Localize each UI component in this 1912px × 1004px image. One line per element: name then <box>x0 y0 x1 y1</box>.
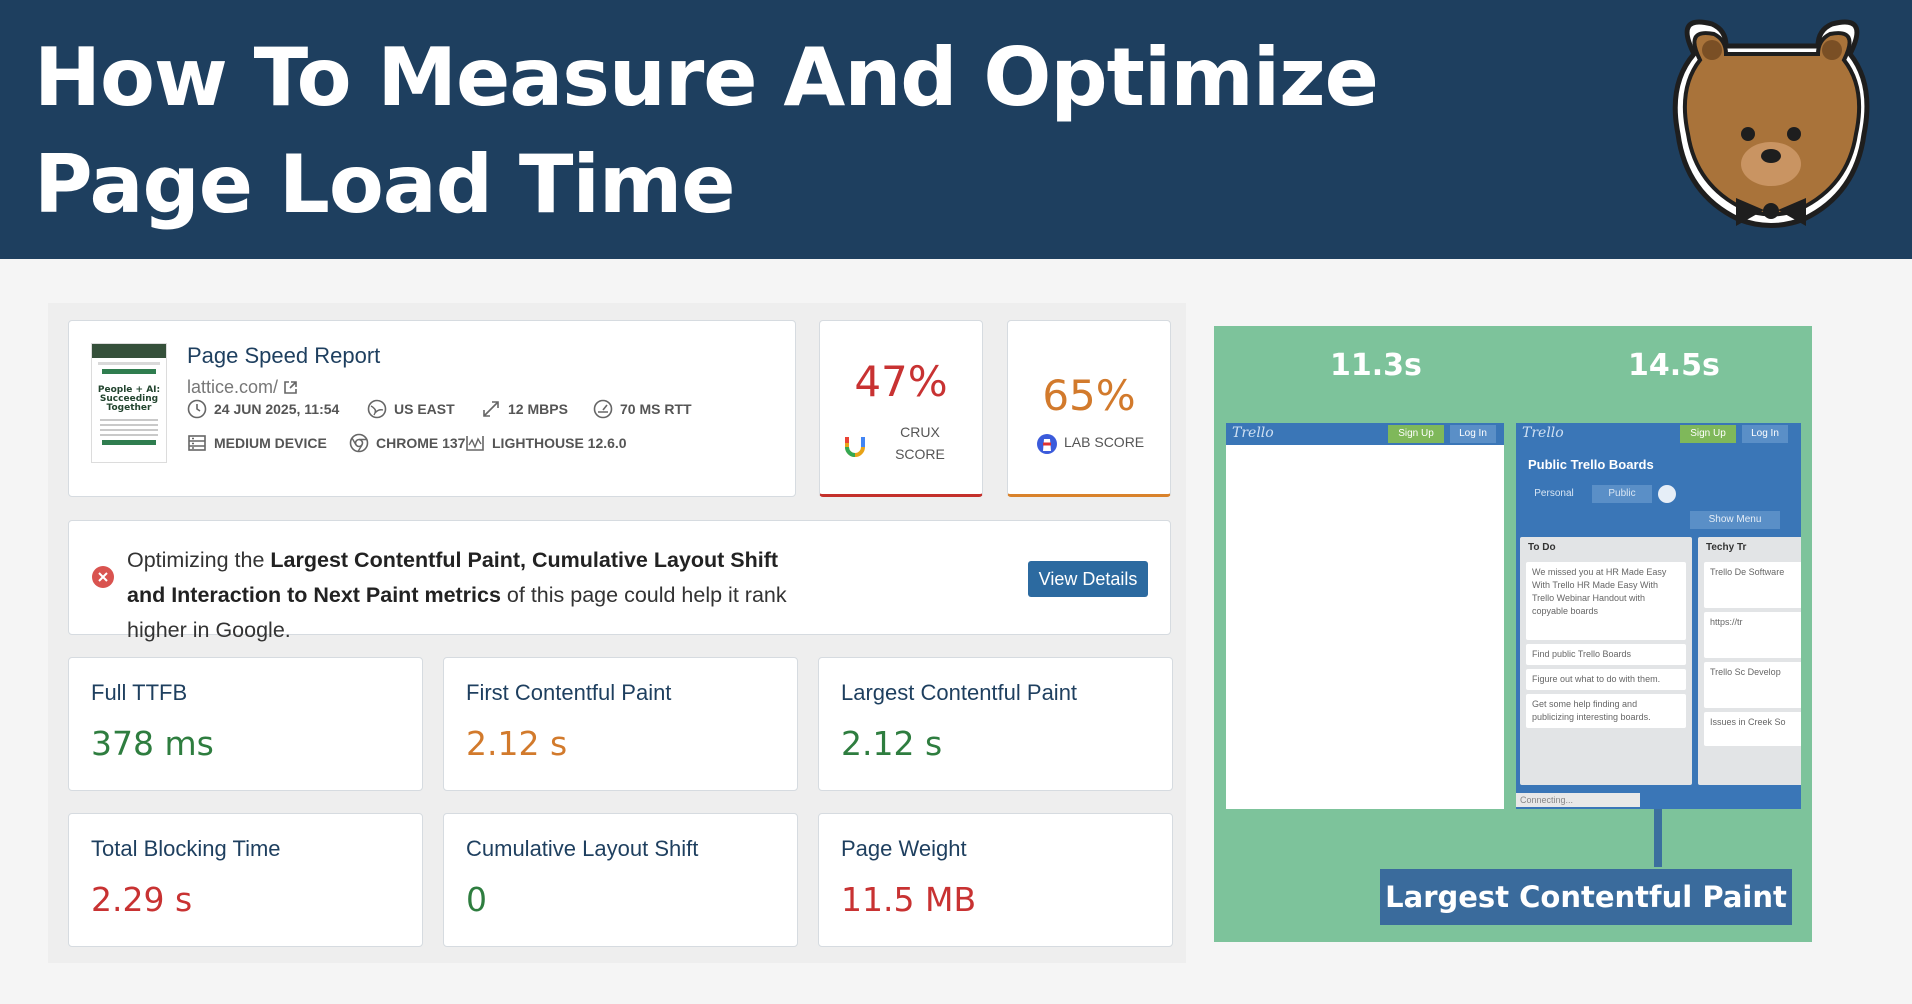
metric-label: First Contentful Paint <box>466 680 672 705</box>
trello-tab-public: Public <box>1592 485 1652 503</box>
lab-score-value: 65% <box>1042 371 1136 420</box>
thumbnail-headline: People + AI: Succeeding Together <box>97 385 161 413</box>
metric-card-page-weight[interactable]: Page Weight 11.5 MB <box>818 813 1173 947</box>
metric-card-cls[interactable]: Cumulative Layout Shift 0 <box>443 813 798 947</box>
trello-list: To Do We missed you at HR Made Easy With… <box>1520 537 1692 785</box>
trello-brand: Trello <box>1232 425 1274 441</box>
gauge-icon <box>593 399 613 419</box>
metric-value: 2.12 s <box>841 724 943 763</box>
meta-lighthouse: LIGHTHOUSE 12.6.0 <box>465 433 627 453</box>
metric-card-ttfb[interactable]: Full TTFB 378 ms <box>68 657 423 791</box>
trello-connecting-status: Connecting... <box>1516 793 1640 807</box>
crux-score-label: CRUX SCORE <box>895 424 945 462</box>
crux-score-value: 47% <box>854 357 948 406</box>
metric-card-fcp[interactable]: First Contentful Paint 2.12 s <box>443 657 798 791</box>
metric-label: Total Blocking Time <box>91 836 281 861</box>
trello-sign-up: Sign Up <box>1388 425 1444 443</box>
frame-time-label: 11.3s <box>1330 348 1422 383</box>
globe-icon <box>367 399 387 419</box>
metric-card-tbt[interactable]: Total Blocking Time 2.29 s <box>68 813 423 947</box>
trello-tab-personal: Personal <box>1534 488 1574 499</box>
trello-sign-up: Sign Up <box>1680 425 1736 443</box>
page-title: How To Measure And Optimize Page Load Ti… <box>34 31 1379 231</box>
report-url-link[interactable]: lattice.com/ <box>187 377 298 398</box>
trello-brand: Trello <box>1522 425 1564 441</box>
page-thumbnail[interactable]: People + AI: Succeeding Together <box>91 343 167 463</box>
crux-score-card[interactable]: 47% CRUX SCORE <box>819 320 983 497</box>
banner: How To Measure And Optimize Page Load Ti… <box>0 0 1912 259</box>
recommendation-alert: Optimizing the Largest Contentful Paint,… <box>68 520 1171 642</box>
report-summary-card: People + AI: Succeeding Together Page Sp… <box>68 320 796 497</box>
annotation-connector <box>1654 809 1662 867</box>
lab-score-label: LAB SCORE <box>1064 434 1145 450</box>
metric-value: 0 <box>466 880 487 919</box>
trello-list: Techy Tr Trello De Software https://tr T… <box>1698 537 1801 785</box>
view-details-button[interactable]: View Details <box>1028 561 1148 597</box>
metric-value: 2.29 s <box>91 880 193 919</box>
metric-value: 2.12 s <box>466 724 568 763</box>
meta-bandwidth: 12 MBPS <box>481 399 568 419</box>
crux-logo-icon <box>845 437 865 457</box>
alert-message: Optimizing the Largest Contentful Paint,… <box>127 548 787 642</box>
metric-value: 11.5 MB <box>841 880 977 919</box>
external-link-icon <box>284 381 297 394</box>
meta-rtt: 70 MS RTT <box>593 399 692 419</box>
report-title: Page Speed Report <box>187 343 381 368</box>
metric-label: Page Weight <box>841 836 967 861</box>
error-circle-icon <box>92 566 114 588</box>
filmstrip-frame-rendered: Trello Sign Up Log In Public Trello Boar… <box>1516 423 1801 809</box>
lcp-annotation-label: Largest Contentful Paint <box>1380 869 1792 925</box>
lighthouse-trace-icon <box>466 436 484 451</box>
trello-show-menu: Show Menu <box>1690 511 1780 529</box>
trello-avatar <box>1658 485 1676 503</box>
lighthouse-logo-icon <box>1037 434 1057 454</box>
filmstrip-screenshot: 11.3s 14.5s Trello Sign Up Log In Trello… <box>1214 326 1812 942</box>
meta-location: US EAST <box>367 399 455 419</box>
filmstrip-frame-blank: Trello Sign Up Log In <box>1226 423 1504 809</box>
device-icon <box>188 435 206 451</box>
frame-time-label: 14.5s <box>1628 348 1720 383</box>
meta-date: 24 JUN 2025, 11:54 <box>187 399 339 419</box>
meta-browser: CHROME 137 <box>349 433 465 453</box>
metric-value: 378 ms <box>91 724 214 763</box>
trello-log-in: Log In <box>1742 425 1788 443</box>
trello-heading: Public Trello Boards <box>1528 457 1654 472</box>
bear-mascot-logo <box>1672 19 1870 228</box>
transfer-arrows-icon <box>483 401 499 417</box>
meta-device: MEDIUM DEVICE <box>187 433 327 453</box>
trello-log-in: Log In <box>1450 425 1496 443</box>
clock-icon <box>187 399 207 419</box>
metric-label: Cumulative Layout Shift <box>466 836 699 861</box>
metric-label: Largest Contentful Paint <box>841 680 1078 705</box>
metric-card-lcp[interactable]: Largest Contentful Paint 2.12 s <box>818 657 1173 791</box>
report-url: lattice.com/ <box>187 377 279 397</box>
metric-label: Full TTFB <box>91 680 188 705</box>
chrome-icon <box>349 433 369 453</box>
lab-score-card[interactable]: 65% LAB SCORE <box>1007 320 1171 497</box>
